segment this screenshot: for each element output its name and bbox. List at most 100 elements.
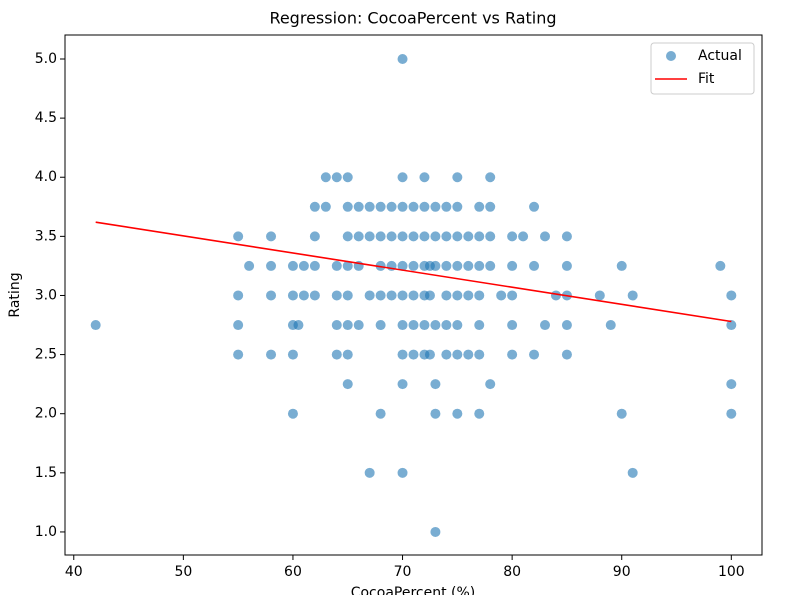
point: [353, 201, 364, 212]
point: [507, 260, 518, 271]
point: [441, 290, 452, 301]
point: [309, 260, 320, 271]
point: [452, 290, 463, 301]
point: [485, 201, 496, 212]
point: [342, 172, 353, 183]
x-tick-label: 60: [284, 564, 302, 580]
x-tick-label: 50: [174, 564, 192, 580]
point: [518, 231, 529, 242]
point: [463, 231, 474, 242]
point: [364, 467, 375, 478]
point: [474, 349, 485, 360]
point: [287, 260, 298, 271]
chart-title: Regression: CocoaPercent vs Rating: [269, 9, 556, 28]
point: [342, 349, 353, 360]
point: [342, 201, 353, 212]
point: [309, 201, 320, 212]
point: [561, 260, 572, 271]
y-tick-label: 2.5: [35, 347, 57, 363]
point: [441, 231, 452, 242]
point: [463, 290, 474, 301]
point: [452, 231, 463, 242]
point: [342, 290, 353, 301]
point: [529, 349, 540, 360]
point: [331, 320, 342, 331]
point: [233, 349, 244, 360]
point: [397, 201, 408, 212]
point: [287, 408, 298, 419]
x-tick-label: 80: [503, 564, 521, 580]
point: [397, 290, 408, 301]
point: [233, 231, 244, 242]
plot-frame: [64, 34, 763, 556]
x-tick-label: 100: [718, 564, 745, 580]
point: [430, 526, 441, 537]
point: [375, 231, 386, 242]
y-tick-label: 3.0: [35, 287, 57, 303]
point: [233, 290, 244, 301]
point: [474, 408, 485, 419]
point: [540, 231, 551, 242]
point: [364, 231, 375, 242]
point: [397, 231, 408, 242]
point: [474, 290, 485, 301]
point: [430, 408, 441, 419]
y-tick-label: 3.5: [35, 228, 57, 244]
point: [386, 231, 397, 242]
point: [474, 231, 485, 242]
point: [419, 172, 430, 183]
point: [375, 201, 386, 212]
point: [726, 379, 737, 390]
point: [627, 290, 638, 301]
x-tick-label: 40: [65, 564, 83, 580]
point: [726, 320, 737, 331]
point: [485, 172, 496, 183]
y-axis-label: Rating: [7, 272, 23, 317]
point: [419, 231, 430, 242]
point: [266, 349, 277, 360]
point: [298, 260, 309, 271]
point: [266, 260, 277, 271]
point: [293, 320, 304, 331]
point: [561, 349, 572, 360]
point: [331, 172, 342, 183]
point: [561, 231, 572, 242]
point: [430, 231, 441, 242]
point: [616, 260, 627, 271]
point: [540, 320, 551, 331]
point: [419, 201, 430, 212]
y-tick-label: 1.0: [35, 524, 57, 540]
x-tick-label: 70: [394, 564, 412, 580]
point: [726, 408, 737, 419]
point: [397, 172, 408, 183]
x-tick-label: 90: [613, 564, 631, 580]
point: [364, 201, 375, 212]
legend-box: [650, 42, 755, 95]
point: [441, 349, 452, 360]
point: [430, 201, 441, 212]
point: [353, 320, 364, 331]
point: [375, 290, 386, 301]
point: [342, 231, 353, 242]
y-tick-label: 1.5: [35, 465, 57, 481]
point: [342, 320, 353, 331]
point: [485, 379, 496, 390]
point: [386, 290, 397, 301]
point: [474, 260, 485, 271]
legend-label: Actual: [698, 48, 742, 64]
point: [726, 290, 737, 301]
point: [419, 320, 430, 331]
point: [430, 260, 441, 271]
point: [320, 172, 331, 183]
point: [408, 231, 419, 242]
point: [364, 290, 375, 301]
point: [309, 231, 320, 242]
point: [266, 231, 277, 242]
point: [452, 260, 463, 271]
legend-marker: [666, 51, 676, 61]
legend-label: Fit: [698, 71, 715, 87]
x-axis-label: CocoaPercent (%): [351, 585, 476, 595]
point: [353, 231, 364, 242]
point: [441, 260, 452, 271]
